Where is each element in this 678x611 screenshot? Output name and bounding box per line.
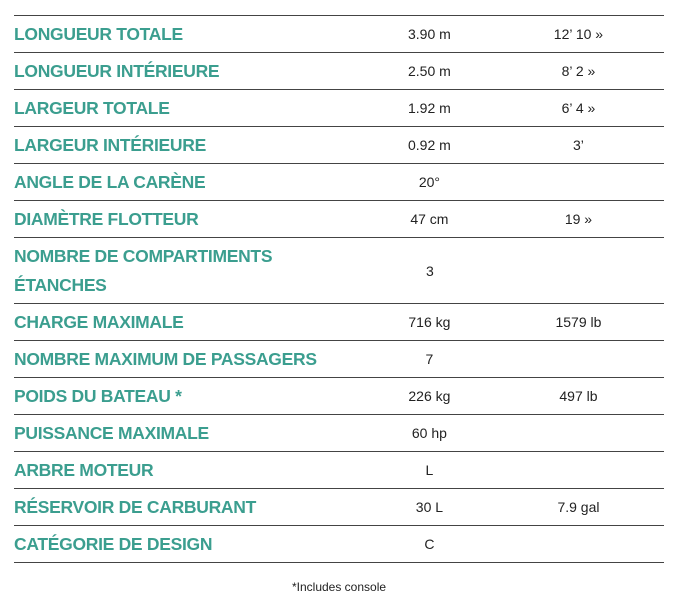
spec-metric-value: L: [425, 462, 434, 478]
spec-label: LARGEUR INTÉRIEURE: [14, 134, 206, 155]
spec-metric-value: C: [424, 536, 435, 552]
spec-row: CATÉGORIE DE DESIGN C: [14, 526, 664, 563]
spec-row: DIAMÈTRE FLOTTEUR 47 cm 19 »: [14, 201, 664, 238]
spec-label: NOMBRE MAXIMUM DE PASSAGERS: [14, 348, 317, 369]
spec-metric-value: 3.90 m: [408, 26, 451, 42]
spec-label: LARGEUR TOTALE: [14, 97, 170, 118]
spec-row: LARGEUR INTÉRIEURE 0.92 m 3’: [14, 127, 664, 164]
spec-label: NOMBRE DE COMPARTIMENTS ÉTANCHES: [14, 245, 273, 295]
spec-row: LONGUEUR INTÉRIEURE 2.50 m 8’ 2 »: [14, 53, 664, 90]
spec-label: ARBRE MOTEUR: [14, 459, 154, 480]
spec-label: ANGLE DE LA CARÈNE: [14, 171, 206, 192]
spec-row: RÉSERVOIR DE CARBURANT 30 L 7.9 gal: [14, 489, 664, 526]
spec-row: POIDS DU BATEAU * 226 kg 497 lb: [14, 378, 664, 415]
spec-imperial-value: 1579 lb: [555, 314, 602, 330]
spec-imperial-value: 497 lb: [559, 388, 598, 404]
spec-row: LONGUEUR TOTALE 3.90 m 12’ 10 »: [14, 16, 664, 53]
spec-row: CHARGE MAXIMALE 716 kg 1579 lb: [14, 304, 664, 341]
specs-table: LONGUEUR TOTALE 3.90 m 12’ 10 » LONGUEUR IN…: [14, 15, 664, 563]
spec-metric-value: 47 cm: [410, 211, 449, 227]
spec-label: CATÉGORIE DE DESIGN: [14, 533, 213, 554]
spec-row: ARBRE MOTEUR L: [14, 452, 664, 489]
spec-row: ANGLE DE LA CARÈNE 20°: [14, 164, 664, 201]
spec-metric-value: 1.92 m: [408, 100, 451, 116]
spec-metric-value: 3: [426, 262, 434, 279]
spec-label: POIDS DU BATEAU *: [14, 385, 182, 406]
spec-label: PUISSANCE MAXIMALE: [14, 422, 209, 443]
spec-row: NOMBRE MAXIMUM DE PASSAGERS 7: [14, 341, 664, 378]
spec-metric-value: 7: [425, 351, 434, 367]
spec-label: DIAMÈTRE FLOTTEUR: [14, 208, 199, 229]
spec-imperial-value: 6’ 4 »: [561, 100, 596, 116]
spec-metric-value: 60 hp: [411, 425, 447, 441]
spec-label: LONGUEUR INTÉRIEURE: [14, 60, 220, 81]
spec-label: RÉSERVOIR DE CARBURANT: [14, 496, 256, 517]
spec-metric-value: 226 kg: [408, 388, 451, 404]
spec-imperial-value: 12’ 10 »: [553, 26, 604, 42]
spec-imperial-value: 8’ 2 »: [561, 63, 596, 79]
spec-metric-value: 0.92 m: [408, 137, 451, 153]
spec-imperial-value: 3’: [573, 137, 584, 153]
spec-label: LONGUEUR TOTALE: [14, 23, 183, 44]
footnote: *Includes console: [291, 580, 387, 594]
spec-row: NOMBRE DE COMPARTIMENTS ÉTANCHES 3: [14, 238, 664, 304]
spec-row: PUISSANCE MAXIMALE 60 hp: [14, 415, 664, 452]
spec-row: LARGEUR TOTALE 1.92 m 6’ 4 »: [14, 90, 664, 127]
spec-label: CHARGE MAXIMALE: [14, 311, 184, 332]
spec-metric-value: 30 L: [415, 499, 444, 515]
spec-metric-value: 20°: [418, 174, 440, 190]
spec-imperial-value: 19 »: [564, 211, 593, 227]
spec-imperial-value: 7.9 gal: [557, 499, 600, 515]
spec-metric-value: 2.50 m: [408, 63, 451, 79]
spec-metric-value: 716 kg: [408, 314, 451, 330]
